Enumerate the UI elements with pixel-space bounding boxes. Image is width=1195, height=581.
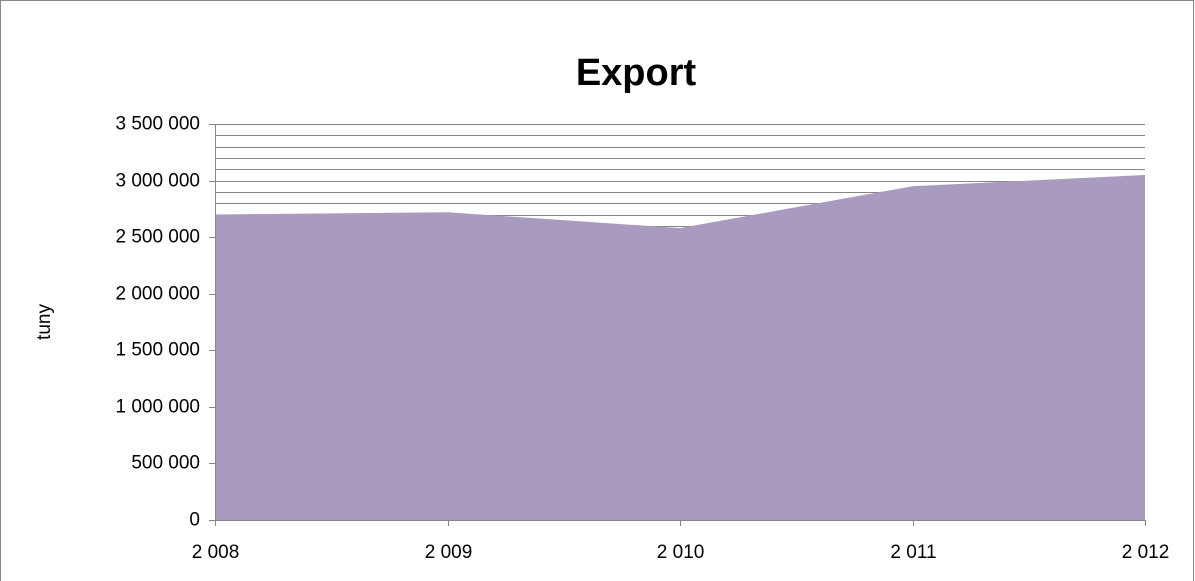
x-tick-label: 2 009 [425, 542, 473, 563]
x-tick-label: 2 012 [1122, 542, 1170, 563]
area [215, 174, 1145, 520]
y-tick-label: 1 000 000 [115, 397, 200, 418]
y-tick-label: 1 500 000 [115, 340, 200, 361]
x-tick-label: 2 010 [657, 542, 705, 563]
x-tick-label: 2 008 [192, 542, 240, 563]
y-tick-label: 3 000 000 [115, 171, 200, 192]
y-tick-label: 2 500 000 [115, 227, 200, 248]
chart-title: Export [576, 52, 697, 94]
y-tick-label: 2 000 000 [115, 284, 200, 305]
x-tick-label: 2 011 [890, 542, 936, 563]
y-tick-label: 500 000 [131, 453, 200, 474]
y-axis-label: tuny [34, 304, 55, 340]
y-tick-label: 0 [189, 510, 200, 531]
y-tick-label: 3 500 000 [115, 114, 200, 135]
